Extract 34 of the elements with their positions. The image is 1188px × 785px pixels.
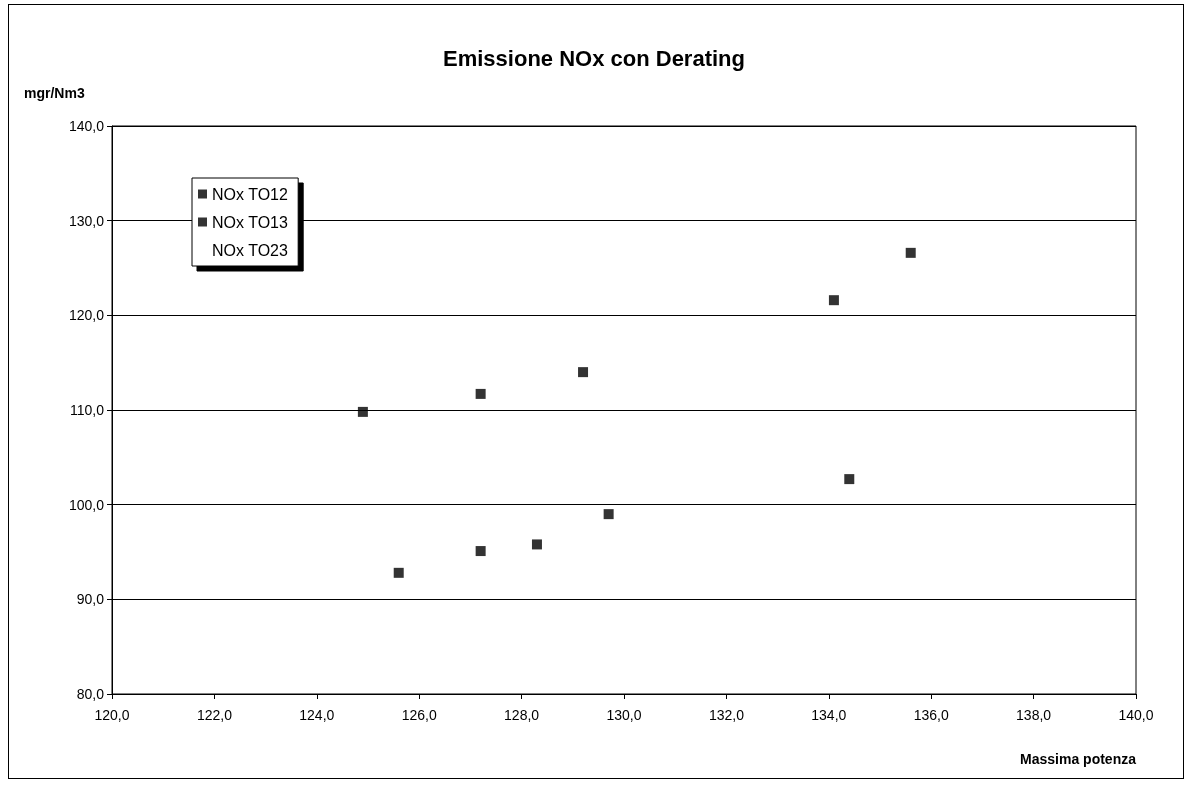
y-axis-title: mgr/Nm3: [24, 85, 85, 101]
y-tick-label: 140,0: [68, 118, 105, 134]
point: [531, 539, 542, 550]
point: [578, 367, 589, 378]
y-tick-label: 80,0: [76, 686, 105, 702]
point: [475, 546, 486, 557]
y-tick-label: 100,0: [68, 496, 105, 513]
x-tick-label: 134,0: [811, 707, 847, 723]
y-tick-label: 130,0: [68, 212, 105, 229]
point: [844, 474, 855, 485]
x-tick-label: 132,0: [708, 707, 745, 723]
x-tick-label: 138,0: [1016, 707, 1052, 723]
x-tick-label: 122,0: [196, 707, 233, 723]
point: [393, 567, 404, 578]
point: [603, 509, 614, 520]
x-tick-label: 128,0: [504, 707, 540, 723]
x-tick-label: 124,0: [299, 707, 335, 723]
point: [475, 388, 486, 399]
point: [905, 247, 916, 258]
point: [828, 295, 839, 306]
x-tick-label: 130,0: [606, 707, 642, 723]
x-tick-label: 136,0: [913, 707, 949, 723]
text: NOx TO23: [212, 241, 288, 259]
x-tick-label: 140,0: [1118, 707, 1154, 723]
legend-label: NOx TO13: [212, 213, 288, 231]
x-tick-label: 120,0: [94, 707, 130, 723]
y-tick-label: 90,0: [76, 591, 105, 608]
x-axis-title: Massima potenza: [1020, 751, 1137, 767]
legend-label: NOx TO12: [212, 185, 288, 203]
chart-title: Emissione NOx con Derating: [443, 45, 745, 71]
x-tick-label: 126,0: [401, 707, 437, 723]
point: [357, 406, 368, 417]
y-tick-label: 120,0: [68, 307, 105, 324]
y-tick-label: 110,0: [70, 402, 105, 418]
